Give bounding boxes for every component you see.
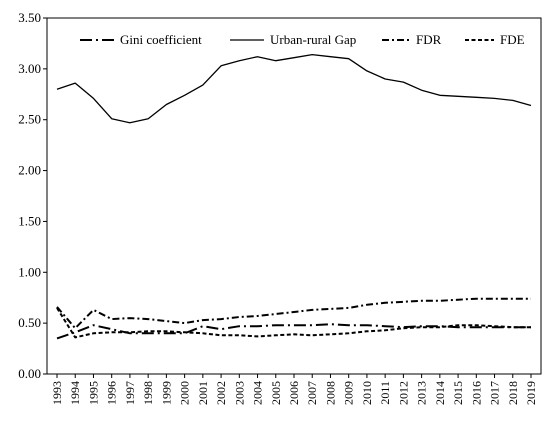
x-tick-label: 1995 [86, 381, 100, 405]
x-tick-label: 2003 [232, 381, 246, 405]
x-tick-label: 1993 [50, 381, 64, 405]
x-tick-label: 2002 [214, 381, 228, 405]
legend-label: FDE [500, 32, 525, 47]
y-axis: 0.00 0.50 1.00 1.50 2.00 2.50 3.00 3.50 [18, 10, 47, 381]
x-tick-label: 2016 [469, 381, 483, 405]
x-tick-label: 2019 [524, 381, 538, 405]
y-tick-label: 1.00 [18, 264, 41, 279]
legend-label: Urban-rural Gap [270, 32, 356, 47]
x-tick-label: 1999 [159, 381, 173, 405]
plot-area-frame [46, 17, 542, 375]
x-tick-label: 2015 [451, 381, 465, 405]
x-tick-label: 2009 [342, 381, 356, 405]
y-tick-label: 3.50 [18, 10, 41, 25]
series-line-fdr [56, 297, 531, 330]
series-line-urban-rural-gap [56, 53, 532, 124]
series-line-fde [56, 307, 531, 339]
legend: Gini coefficient Urban-rural Gap FDR FDE [80, 32, 525, 47]
legend-label: FDR [416, 32, 442, 47]
x-tick-label: 2007 [305, 381, 319, 405]
x-tick-label: 2011 [378, 381, 392, 405]
x-tick-label: 2004 [251, 381, 265, 405]
x-tick-label: 2013 [415, 381, 429, 405]
x-tick-label: 2008 [323, 381, 337, 405]
x-tick-label: 2018 [506, 381, 520, 405]
x-tick-label: 1994 [68, 381, 82, 405]
x-tick-label: 1998 [141, 381, 155, 405]
x-tick-label: 1997 [123, 381, 137, 405]
y-tick-label: 0.50 [18, 315, 41, 330]
x-tick-label: 2012 [396, 381, 410, 405]
x-tick-label: 2017 [488, 381, 502, 405]
x-axis: 1993 1994 1995 1996 1997 1998 1999 2000 2001 2002… [50, 374, 538, 405]
x-tick-label: 2001 [196, 381, 210, 405]
y-tick-label: 2.50 [18, 112, 41, 127]
legend-label: Gini coefficient [120, 32, 202, 47]
x-tick-label: 2005 [269, 381, 283, 405]
y-tick-label: 0.00 [18, 366, 41, 381]
x-tick-label: 2014 [433, 381, 447, 405]
x-tick-label: 2000 [178, 381, 192, 405]
x-tick-label: 1996 [105, 381, 119, 405]
x-tick-label: 2010 [360, 381, 374, 405]
y-tick-label: 1.50 [18, 213, 41, 228]
series-layer [56, 53, 532, 340]
y-tick-label: 3.00 [18, 61, 41, 76]
x-tick-label: 2006 [287, 381, 301, 405]
y-tick-label: 2.00 [18, 163, 41, 178]
